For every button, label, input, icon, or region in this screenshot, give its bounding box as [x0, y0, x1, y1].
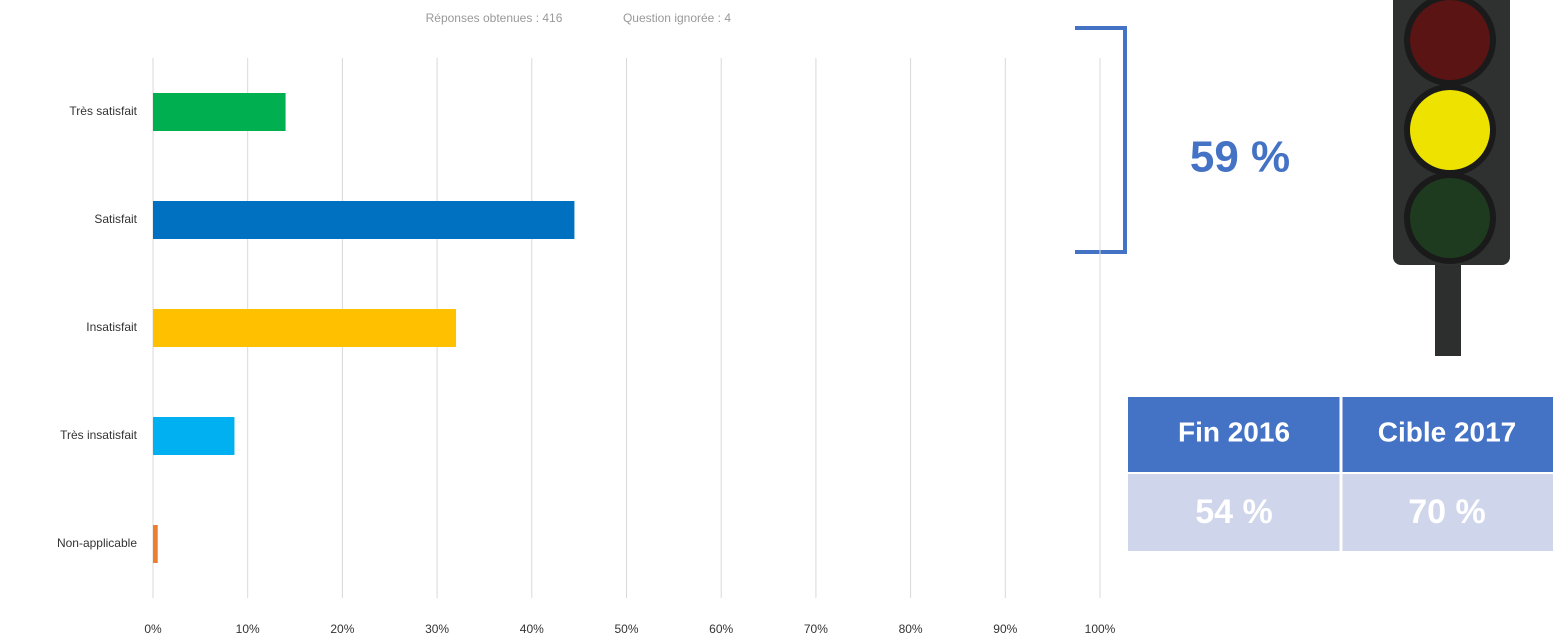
x-tick-label: 60% — [709, 622, 733, 636]
x-tick-label: 50% — [614, 622, 638, 636]
traffic-light — [1393, 0, 1510, 356]
table-header: Fin 2016 — [1178, 416, 1290, 447]
x-tick-label: 30% — [425, 622, 449, 636]
bar — [153, 417, 235, 455]
y-tick-label: Très satisfait — [69, 104, 137, 118]
y-tick-label: Insatisfait — [86, 320, 137, 334]
table-cell: 54 % — [1195, 493, 1273, 531]
x-tick-label: 80% — [899, 622, 923, 636]
table-cell: 70 % — [1408, 493, 1486, 531]
x-tick-label: 70% — [804, 622, 828, 636]
x-tick-label: 20% — [330, 622, 354, 636]
x-tick-label: 100% — [1085, 622, 1116, 636]
x-tick-label: 40% — [520, 622, 544, 636]
annotation: 59 % — [1190, 133, 1290, 182]
x-tick-label: 10% — [236, 622, 260, 636]
x-tick-label: 0% — [144, 622, 162, 636]
bar — [153, 525, 158, 563]
y-tick-label: Non-applicable — [57, 536, 137, 550]
table-header: Cible 2017 — [1378, 416, 1517, 447]
note: Question ignorée : 4 — [623, 11, 731, 25]
table: Fin 2016 Cible 2017 54 % 70 % — [1128, 397, 1553, 551]
y-tick-label: Très insatisfait — [60, 428, 138, 442]
bar — [153, 93, 286, 131]
note: Réponses obtenues : 416 — [426, 11, 563, 25]
bar — [153, 309, 457, 347]
y-tick-label: Satisfait — [94, 212, 137, 226]
bar — [153, 201, 575, 239]
x-tick-label: 90% — [993, 622, 1017, 636]
